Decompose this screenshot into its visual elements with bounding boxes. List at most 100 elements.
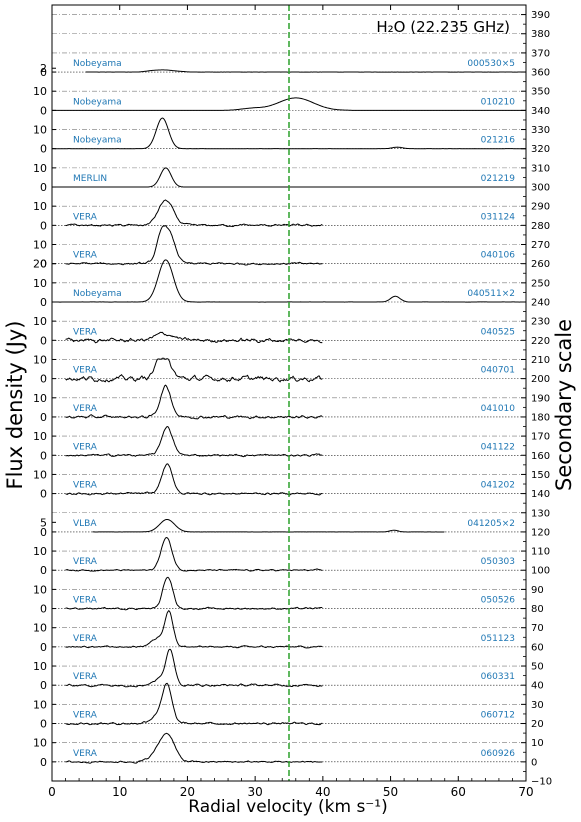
- right-tick-label: 160: [531, 451, 550, 462]
- epoch-label: 040525: [481, 327, 515, 337]
- epoch-label: 041205×2: [467, 519, 515, 529]
- right-tick-label: 100: [531, 566, 550, 577]
- right-tick-label: 60: [531, 642, 544, 653]
- telescope-label: VERA: [73, 366, 98, 376]
- epoch-label: 050303: [481, 557, 515, 567]
- spectrum-040106: [65, 224, 323, 266]
- telescope-label: VERA: [73, 327, 98, 337]
- right-tick-label: 130: [531, 508, 550, 519]
- epoch-label: 060331: [481, 672, 515, 682]
- spectrum-040701: [65, 357, 323, 383]
- left-tick-label: 10: [33, 698, 47, 711]
- spectrum-060712: [65, 682, 323, 726]
- telescope-label: VLBA: [73, 519, 97, 529]
- right-tick-label: 20: [531, 719, 544, 730]
- right-tick-label: 0: [531, 757, 537, 768]
- left-tick-label: 10: [33, 239, 47, 252]
- right-tick-label: 280: [531, 221, 550, 232]
- right-tick-label: 260: [531, 259, 550, 270]
- left-tick-label: 10: [33, 277, 47, 290]
- left-tick-label: 0: [40, 334, 47, 347]
- spectrum-040511×2: [51, 259, 526, 303]
- right-tick-label: 380: [531, 29, 550, 40]
- x-tick-label: 0: [48, 785, 56, 799]
- spectra-group: [51, 69, 526, 764]
- spectrum-labels: Nobeyama 000530×5 Nobeyama 010210 Nobeyama 02…: [73, 59, 515, 759]
- spectrum-060331: [65, 648, 323, 688]
- left-tick-label: 10: [33, 392, 47, 405]
- right-tick-label: 140: [531, 489, 550, 500]
- left-tick-label: 0: [40, 603, 47, 616]
- right-tick-label: 230: [531, 317, 550, 328]
- epoch-label: 000530×5: [467, 59, 515, 69]
- left-tick-label: 0: [40, 718, 47, 731]
- left-tick-label: 0: [40, 181, 47, 194]
- left-tick-label: 10: [33, 622, 47, 635]
- spectrum-041010: [65, 384, 323, 420]
- spectrum-021216: [51, 117, 526, 150]
- right-tick-label: 370: [531, 48, 550, 59]
- telescope-label: VERA: [73, 251, 98, 261]
- right-tick-label: 320: [531, 144, 550, 155]
- epoch-label: 060926: [481, 749, 516, 759]
- right-tick-label: 50: [531, 662, 544, 673]
- epoch-label: 040511×2: [467, 289, 515, 299]
- right-tick-label: 240: [531, 297, 550, 308]
- spectrum-041205×2: [92, 518, 445, 533]
- left-tick-label: 10: [33, 545, 47, 558]
- telescope-label: VERA: [73, 711, 98, 721]
- x-axis-ticks: 0 10 20 30 40 50 60 70: [48, 5, 534, 799]
- left-tick-label: 10: [33, 353, 47, 366]
- left-tick-label: 0: [40, 296, 47, 309]
- telescope-label: VERA: [73, 557, 98, 567]
- spectrum-031124: [65, 199, 323, 228]
- telescope-label: VERA: [73, 749, 98, 759]
- telescope-label: VERA: [73, 212, 98, 222]
- left-tick-label: 0: [40, 564, 47, 577]
- telescope-label: Nobeyama: [73, 136, 122, 146]
- left-tick-label: 20: [33, 258, 47, 271]
- left-tick-label: 10: [33, 737, 47, 750]
- telescope-label: Nobeyama: [73, 289, 122, 299]
- right-tick-label: 390: [531, 10, 550, 21]
- right-tick-label: 40: [531, 681, 544, 692]
- epoch-label: 040106: [481, 251, 516, 261]
- right-tick-label: 350: [531, 87, 550, 98]
- telescope-label: Nobeyama: [73, 97, 122, 107]
- plot-frame: [51, 4, 527, 782]
- right-tick-label: 30: [531, 700, 544, 711]
- left-tick-label: 10: [33, 124, 47, 137]
- left-tick-label: 0: [40, 258, 47, 271]
- left-tick-label: 0: [40, 756, 47, 769]
- x-tick-label: 70: [518, 785, 533, 799]
- telescope-label: VERA: [73, 481, 98, 491]
- right-tick-label: 180: [531, 412, 550, 423]
- telescope-label: VERA: [73, 442, 98, 452]
- secondary-axis-label: Secondary scale: [552, 319, 576, 491]
- right-tick-label: 310: [531, 163, 550, 174]
- right-axis-ticks: −10 0 10 20 30 40 50 60 70 80 90 100 110 120 130 140 150…: [521, 10, 552, 788]
- telescope-label: VERA: [73, 596, 98, 606]
- spectrum-050303: [65, 536, 323, 572]
- spectrum-000530×5: [85, 69, 526, 73]
- left-tick-label: 5: [40, 516, 47, 529]
- right-tick-label: 270: [531, 240, 550, 251]
- x-tick-label: 20: [180, 785, 195, 799]
- right-tick-label: 90: [531, 585, 544, 596]
- right-tick-label: 110: [531, 547, 550, 558]
- x-tick-label: 10: [112, 785, 127, 799]
- spectrum-051123: [65, 609, 323, 649]
- right-tick-label: 340: [531, 106, 550, 117]
- telescope-label: VERA: [73, 404, 98, 414]
- right-tick-label: 220: [531, 336, 550, 347]
- right-tick-label: 170: [531, 432, 550, 443]
- right-tick-label: 330: [531, 125, 550, 136]
- y-axis-label: Flux density (Jy): [3, 320, 27, 489]
- left-tick-label: 10: [33, 583, 47, 596]
- spectrum-040525: [65, 331, 323, 344]
- spectrum-041122: [65, 425, 323, 458]
- left-tick-label: 0: [40, 526, 47, 539]
- right-tick-label: 210: [531, 355, 550, 366]
- left-tick-label: 2: [40, 62, 47, 75]
